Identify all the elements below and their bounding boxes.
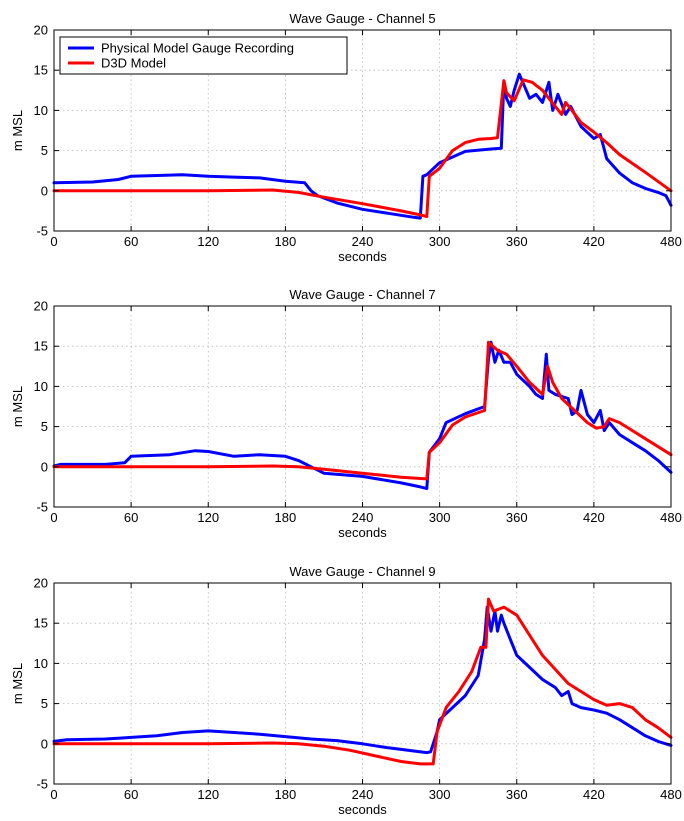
y-tick-label: 10 <box>34 379 48 394</box>
series-line-d3d <box>52 597 673 766</box>
x-tick-label: 120 <box>197 510 219 525</box>
y-tick-label: 20 <box>34 576 48 591</box>
y-tick-label: 15 <box>34 339 48 354</box>
y-tick-label: 10 <box>34 103 48 118</box>
chart-title: Wave Gauge - Channel 7 <box>289 287 435 302</box>
x-tick-label: 360 <box>506 234 528 249</box>
x-tick-label: 480 <box>660 510 682 525</box>
y-axis-label: m MSL <box>10 110 25 151</box>
x-tick-label: 0 <box>50 234 57 249</box>
y-tick-label: 10 <box>34 656 48 671</box>
x-tick-label: 240 <box>352 510 374 525</box>
x-tick-label: 60 <box>124 510 138 525</box>
y-tick-label: 0 <box>41 183 48 198</box>
x-tick-label: 480 <box>660 787 682 802</box>
legend-entry: D3D Model <box>101 56 166 71</box>
x-tick-label: 300 <box>429 234 451 249</box>
x-tick-label: 180 <box>275 234 297 249</box>
x-tick-label: 240 <box>352 787 374 802</box>
series-line-physical <box>52 72 673 220</box>
x-tick-label: 180 <box>275 787 297 802</box>
y-tick-label: 20 <box>34 23 48 38</box>
series-line-physical <box>52 340 673 490</box>
y-tick-label: 5 <box>41 143 48 158</box>
x-tick-label: 420 <box>583 510 605 525</box>
y-axis-label: m MSL <box>10 386 25 427</box>
x-tick-label: 240 <box>352 234 374 249</box>
x-tick-label: 360 <box>506 787 528 802</box>
chart-title: Wave Gauge - Channel 5 <box>289 11 435 26</box>
x-axis-label: seconds <box>338 525 387 540</box>
legend-entry: Physical Model Gauge Recording <box>101 41 294 56</box>
x-axis-label: seconds <box>338 249 387 264</box>
y-tick-label: 5 <box>41 696 48 711</box>
y-tick-label: -5 <box>36 224 48 239</box>
legend-box <box>59 36 348 75</box>
x-tick-label: 120 <box>197 234 219 249</box>
x-tick-label: 360 <box>506 510 528 525</box>
y-tick-label: 5 <box>41 419 48 434</box>
y-tick-label: 0 <box>41 736 48 751</box>
y-tick-label: -5 <box>36 500 48 515</box>
y-tick-label: 15 <box>34 616 48 631</box>
series-line-d3d <box>52 78 673 218</box>
series-line-d3d <box>52 340 673 481</box>
y-tick-label: 20 <box>34 299 48 314</box>
x-tick-label: 180 <box>275 510 297 525</box>
chart-title: Wave Gauge - Channel 9 <box>289 564 435 579</box>
x-tick-label: 0 <box>50 787 57 802</box>
x-tick-label: 60 <box>124 234 138 249</box>
x-tick-label: 300 <box>429 510 451 525</box>
x-tick-label: 480 <box>660 234 682 249</box>
x-axis-label: seconds <box>338 802 387 817</box>
x-tick-label: 300 <box>429 787 451 802</box>
x-tick-label: 0 <box>50 510 57 525</box>
x-tick-label: 60 <box>124 787 138 802</box>
x-tick-label: 420 <box>583 234 605 249</box>
y-tick-label: 15 <box>34 63 48 78</box>
y-tick-label: 0 <box>41 459 48 474</box>
y-tick-label: -5 <box>36 777 48 792</box>
x-tick-label: 420 <box>583 787 605 802</box>
x-tick-label: 120 <box>197 787 219 802</box>
series-line-physical <box>52 605 673 755</box>
y-axis-label: m MSL <box>10 663 25 704</box>
